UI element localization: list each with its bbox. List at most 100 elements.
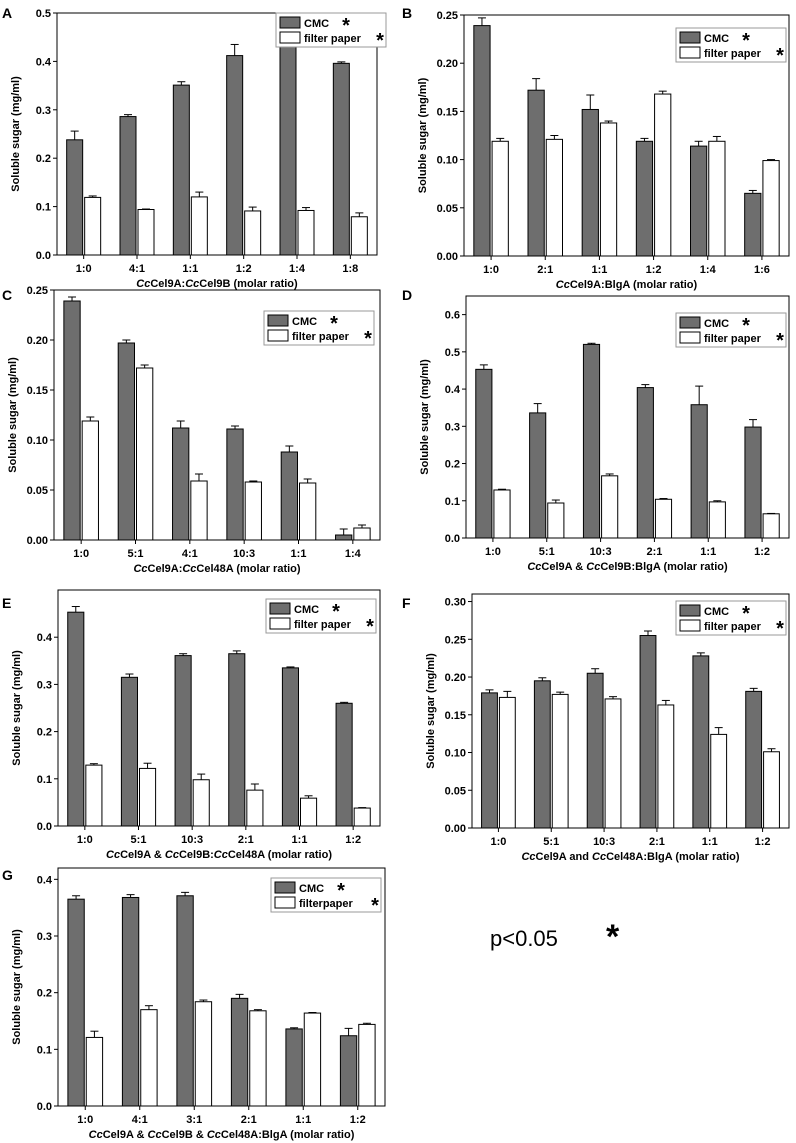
bar-cmc: [582, 343, 601, 539]
bar-filter-paper: [601, 475, 619, 539]
legend-significance-marker: *: [776, 618, 784, 640]
bar-cmc: [66, 139, 84, 256]
plot-frame: [57, 867, 386, 1107]
bar-filter-paper: [493, 489, 511, 539]
bar-cmc: [120, 676, 139, 827]
plot-frame: [471, 593, 790, 829]
legend-label: filter paper: [304, 33, 362, 45]
bar-cmc: [332, 62, 350, 256]
y-tick-label: 0.3: [37, 679, 52, 691]
chart-panel-f: F 0.00 0.05 0.10 0.15 0.20 0.25 0.30 Soluble sug…: [402, 593, 790, 863]
x-tick-label: 1:1: [295, 1114, 311, 1126]
bar-filter-paper: [545, 138, 563, 257]
x-tick-label: 1:0: [485, 546, 501, 558]
bar-filter-paper: [85, 1036, 104, 1107]
legend-label: CMC: [292, 316, 317, 328]
bar-filter-paper: [604, 698, 622, 829]
x-tick-label: 5:1: [128, 548, 144, 560]
bar-filter-paper: [708, 501, 726, 539]
x-tick-label: 1:1: [702, 836, 718, 848]
bar-filter-paper: [194, 1001, 213, 1107]
x-axis-title: CcCel9A & CcCel9B:BlgA (molar ratio): [527, 561, 728, 573]
plot-frame: [463, 14, 790, 257]
bar-cmc: [339, 1035, 358, 1107]
legend-significance-marker: *: [776, 45, 784, 67]
chart-panel-b: B 0.00 0.05 0.10 0.15 0.20 0.25 Soluble sugar (…: [402, 5, 790, 291]
bar-filter-paper: [491, 140, 509, 257]
legend-label: filter paper: [704, 621, 762, 633]
y-tick-label: 0.15: [27, 385, 48, 397]
bar-filter-paper: [763, 751, 780, 829]
y-tick-label: 0.0: [37, 1101, 52, 1113]
legend-label: filter paper: [292, 331, 350, 343]
legend-swatch: [274, 881, 296, 894]
x-tick-label: 1:0: [77, 834, 93, 846]
legend-swatch: [279, 16, 301, 29]
x-tick-label: 1:0: [77, 1114, 93, 1126]
y-tick-label: 0.10: [437, 155, 458, 167]
y-tick-label: 0.4: [37, 632, 53, 644]
legend-swatch: [679, 604, 701, 617]
chart-panel-c: C 0.00 0.05 0.10 0.15 0.20 0.25 Soluble sugar (…: [2, 285, 381, 575]
y-tick-label: 0.1: [37, 774, 52, 786]
bar-filter-paper: [762, 513, 780, 539]
x-axis-title: CcCel9A and CcCel48A:BlgA (molar ratio): [521, 851, 739, 863]
y-tick-label: 0.20: [437, 58, 458, 70]
bar-filter-paper: [599, 122, 618, 257]
bar-filter-paper: [762, 160, 780, 257]
y-axis-title: Soluble sugar (mg/ml): [425, 653, 437, 769]
bar-cmc: [281, 667, 299, 827]
x-tick-label: 1:6: [754, 264, 770, 276]
bar-cmc: [285, 1028, 303, 1107]
bar-cmc: [636, 387, 654, 539]
bar-filter-paper: [654, 498, 673, 539]
bar-cmc: [744, 192, 762, 257]
x-tick-label: 1:2: [646, 264, 662, 276]
legend-swatch: [269, 617, 291, 630]
y-tick-label: 0.2: [36, 153, 51, 165]
bar-cmc: [119, 116, 137, 256]
bar-filter-paper: [710, 733, 728, 829]
bar-cmc: [63, 300, 81, 541]
y-tick-label: 0.15: [437, 106, 458, 118]
bar-cmc: [744, 426, 762, 539]
legend: CMC *filter paper *: [265, 598, 377, 638]
y-tick-label: 0.10: [27, 435, 48, 447]
y-tick-label: 0.5: [445, 347, 460, 359]
legend-significance-marker: *: [742, 315, 750, 337]
legend-significance-marker: *: [376, 30, 384, 52]
y-tick-label: 0.1: [37, 1044, 52, 1056]
bar-cmc: [121, 896, 140, 1107]
legend-swatch: [279, 31, 301, 44]
legend-label: filter paper: [704, 48, 762, 60]
legend-swatch: [679, 331, 701, 344]
bar-filter-paper: [358, 1023, 376, 1107]
y-tick-label: 0.4: [37, 874, 53, 886]
y-tick-label: 0.00: [437, 251, 458, 263]
panel-letter: E: [2, 595, 11, 611]
y-tick-label: 0.25: [437, 10, 458, 22]
chart-panel-e: E 0.0 0.1 0.2 0.3 0.4 Soluble sugar (mg/ml) 1:0…: [2, 589, 381, 861]
bar-cmc: [230, 997, 249, 1107]
y-axis-title: Soluble sugar (mg/ml): [11, 929, 23, 1045]
bar-cmc: [481, 692, 498, 829]
plot-frame: [57, 589, 381, 827]
bar-cmc: [117, 342, 135, 541]
y-tick-label: 0.00: [27, 535, 48, 547]
bar-cmc: [639, 635, 657, 829]
x-tick-label: 2:1: [646, 546, 662, 558]
bar-cmc: [473, 25, 491, 257]
legend-label: filter paper: [294, 619, 352, 631]
bar-cmc: [690, 404, 708, 539]
bar-cmc: [527, 89, 545, 257]
legend-swatch: [267, 314, 289, 327]
y-tick-label: 0.1: [445, 496, 460, 508]
bar-filter-paper: [140, 1009, 158, 1107]
bar-cmc: [745, 690, 763, 829]
bar-filter-paper: [708, 140, 726, 257]
bar-cmc: [586, 672, 604, 829]
bar-filter-paper: [551, 693, 569, 829]
x-tick-label: 1:4: [289, 263, 306, 275]
panel-letter: A: [2, 5, 12, 21]
